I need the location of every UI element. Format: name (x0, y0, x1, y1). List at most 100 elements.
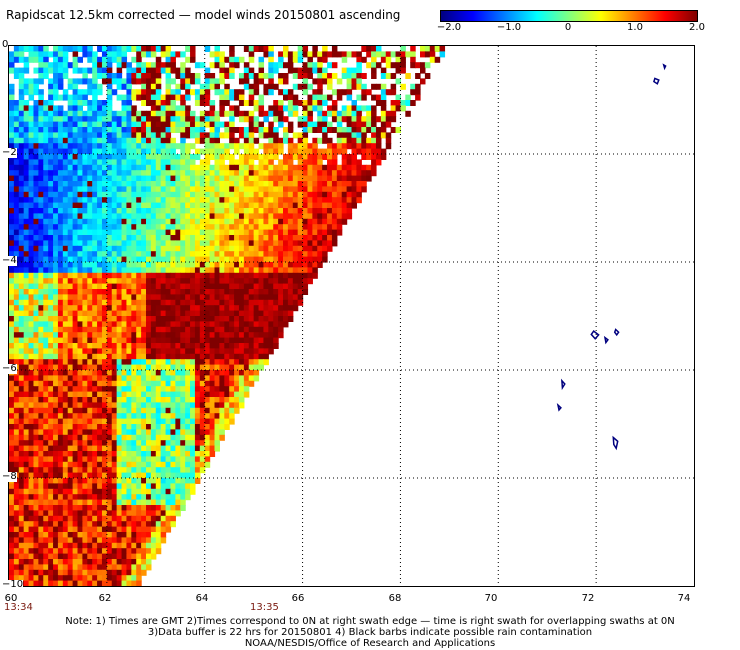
wind-cell (229, 137, 235, 144)
wind-cell (204, 440, 211, 447)
wind-cell (165, 359, 172, 366)
wind-cell (146, 364, 152, 371)
wind-cell (48, 467, 54, 474)
wind-cell (229, 94, 235, 101)
wind-cell (297, 137, 304, 144)
wind-cell (170, 267, 176, 274)
wind-cell (150, 494, 157, 501)
wind-cell (97, 197, 103, 204)
wind-cell (248, 175, 255, 182)
wind-cell (219, 299, 225, 306)
wind-cell (131, 451, 137, 457)
wind-cell (209, 343, 216, 349)
wind-cell (57, 456, 64, 463)
wind-cell (106, 434, 113, 441)
wind-cell (62, 332, 69, 339)
wind-cell (18, 159, 25, 166)
wind-cell (155, 283, 162, 290)
wind-cell (38, 127, 44, 133)
wind-cell (165, 262, 172, 268)
wind-cell (28, 235, 35, 241)
wind-cell (9, 407, 15, 414)
wind-cell (136, 337, 142, 344)
wind-cell (57, 283, 64, 290)
wind-cell (194, 202, 201, 209)
wind-cell (234, 137, 240, 144)
wind-cell (33, 256, 39, 263)
wind-cell (292, 105, 299, 112)
wind-cell (194, 245, 201, 252)
wind-cell (165, 413, 172, 420)
wind-cell (77, 116, 83, 123)
wind-cell (38, 332, 44, 339)
wind-cell (82, 375, 88, 382)
wind-cell (136, 294, 142, 301)
wind-cell (258, 332, 265, 339)
wind-cell (229, 51, 235, 58)
wind-cell (175, 499, 181, 506)
wind-cell (97, 283, 103, 290)
wind-cell (199, 348, 206, 355)
wind-cell (175, 386, 181, 393)
wind-cell (248, 272, 255, 279)
wind-cell (243, 164, 250, 171)
wind-cell (23, 154, 30, 160)
wind-cell (67, 235, 74, 241)
wind-cell (170, 445, 176, 452)
wind-cell (287, 127, 294, 133)
wind-cell (175, 434, 181, 441)
wind-cell (273, 181, 279, 187)
wind-cell (283, 245, 289, 252)
wind-cell (106, 353, 113, 360)
wind-cell (141, 343, 147, 349)
wind-cell (263, 175, 269, 182)
wind-cell (97, 348, 103, 355)
wind-cell (82, 262, 88, 268)
wind-cell (92, 343, 98, 349)
wind-cell (219, 256, 225, 263)
wind-cell (297, 164, 304, 171)
wind-cell (287, 110, 294, 117)
wind-cell (194, 429, 201, 436)
wind-cell (273, 278, 279, 285)
wind-cell (224, 127, 230, 133)
wind-cell (209, 218, 216, 225)
wind-cell (82, 51, 88, 58)
wind-cell (229, 364, 235, 371)
wind-cell (185, 407, 191, 414)
wind-cell (224, 386, 230, 393)
wind-cell (317, 62, 323, 69)
wind-cell (43, 429, 49, 436)
wind-cell (214, 121, 220, 128)
wind-cell (351, 83, 357, 90)
wind-cell (180, 100, 186, 106)
wind-cell (18, 181, 25, 187)
wind-cell (116, 494, 123, 501)
wind-cell (72, 240, 79, 247)
wind-cell (72, 110, 79, 117)
wind-cell (111, 208, 118, 214)
wind-cell (67, 127, 74, 133)
wind-cell (28, 256, 35, 263)
wind-cell (141, 208, 147, 214)
wind-cell (150, 483, 157, 490)
wind-cell (224, 256, 230, 263)
wind-cell (253, 348, 260, 355)
wind-cell (97, 121, 103, 128)
wind-cell (126, 488, 132, 495)
wind-cell (224, 397, 230, 403)
wind-cell (229, 62, 235, 69)
wind-cell (121, 143, 128, 150)
wind-cell (141, 89, 147, 96)
wind-cell (287, 256, 294, 263)
wind-cell (229, 73, 235, 79)
wind-cell (160, 397, 167, 403)
wind-cell (292, 283, 299, 290)
wind-cell (224, 164, 230, 171)
wind-cell (23, 413, 30, 420)
wind-cell (356, 116, 362, 123)
wind-cell (194, 359, 201, 366)
wind-cell (253, 370, 260, 376)
wind-cell (126, 283, 132, 290)
wind-cell (234, 305, 240, 312)
